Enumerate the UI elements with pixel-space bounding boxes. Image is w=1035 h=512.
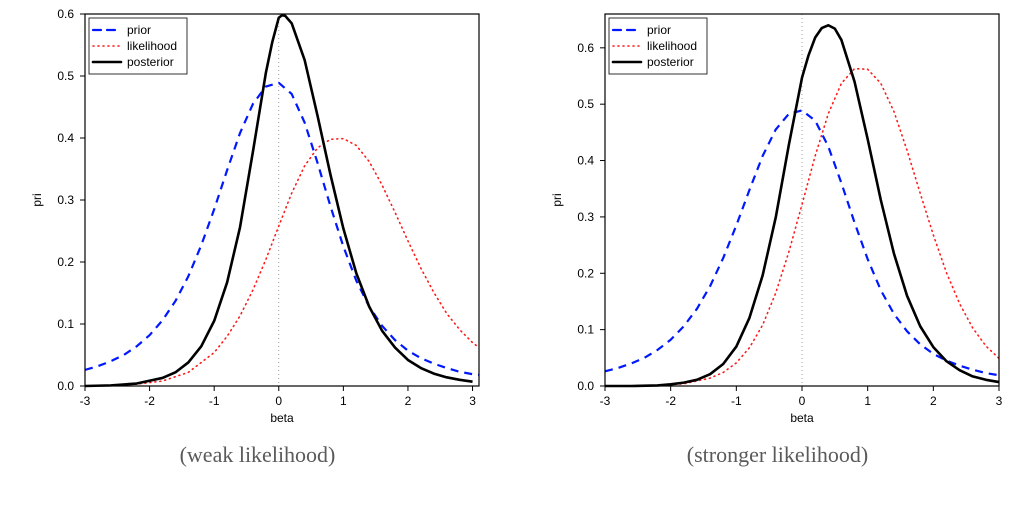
ytick-label: 0.1 — [577, 323, 594, 337]
xtick-label: -2 — [665, 394, 676, 408]
ytick-label: 0.2 — [57, 255, 74, 269]
xtick-label: 0 — [275, 394, 282, 408]
panel-right: -3 -2 -1 0 1 2 3 0.0 0.1 0.2 0.3 0.4 0.5 0.6 beta pri pr… — [543, 0, 1013, 430]
legend-label-prior: prior — [647, 23, 671, 37]
xtick-label: 3 — [995, 394, 1002, 408]
caption-left: (weak likelihood) — [180, 442, 336, 468]
ytick-label: 0.5 — [57, 69, 74, 83]
xtick-label: 2 — [404, 394, 411, 408]
chart-right: -3 -2 -1 0 1 2 3 0.0 0.1 0.2 0.3 0.4 0.5 0.6 beta pri pr… — [543, 0, 1013, 430]
figure: -3 -2 -1 0 1 2 3 0.0 0.1 0.2 0.3 0.4 0.5 0.6 beta pri pr… — [0, 0, 1035, 512]
xtick-label: 0 — [798, 394, 805, 408]
ytick-label: 0.2 — [577, 266, 594, 280]
panel-left-wrap: -3 -2 -1 0 1 2 3 0.0 0.1 0.2 0.3 0.4 0.5 0.6 beta pri pr… — [23, 0, 493, 468]
legend: prior likelihood posterior — [89, 18, 187, 74]
xtick-label: -3 — [599, 394, 610, 408]
legend-label-likelihood: likelihood — [647, 39, 697, 53]
ylabel: pri — [550, 193, 564, 206]
series-posterior — [605, 25, 999, 386]
caption-right: (stronger likelihood) — [687, 442, 868, 468]
legend-label-posterior: posterior — [647, 55, 694, 69]
panel-left: -3 -2 -1 0 1 2 3 0.0 0.1 0.2 0.3 0.4 0.5 0.6 beta pri pr… — [23, 0, 493, 430]
xtick-label: 3 — [469, 394, 476, 408]
ytick-label: 0.3 — [577, 210, 594, 224]
ytick-label: 0.4 — [57, 131, 74, 145]
xlabel: beta — [790, 411, 814, 425]
legend: prior likelihood posterior — [609, 18, 707, 74]
xtick-label: -1 — [208, 394, 219, 408]
chart-left: -3 -2 -1 0 1 2 3 0.0 0.1 0.2 0.3 0.4 0.5 0.6 beta pri pr… — [23, 0, 493, 430]
ytick-label: 0.1 — [57, 317, 74, 331]
ytick-label: 0.6 — [577, 41, 594, 55]
ytick-label: 0.4 — [577, 154, 594, 168]
ytick-label: 0.0 — [577, 379, 594, 393]
legend-label-posterior: posterior — [127, 55, 174, 69]
xtick-label: -1 — [730, 394, 741, 408]
series-prior — [85, 83, 479, 375]
ylabel: pri — [30, 193, 44, 206]
xtick-label: 1 — [864, 394, 871, 408]
xtick-label: -2 — [144, 394, 155, 408]
panel-right-wrap: -3 -2 -1 0 1 2 3 0.0 0.1 0.2 0.3 0.4 0.5 0.6 beta pri pr… — [543, 0, 1013, 468]
series-likelihood — [85, 139, 479, 386]
xtick-label: -3 — [79, 394, 90, 408]
ytick-label: 0.5 — [577, 97, 594, 111]
ytick-label: 0.3 — [57, 193, 74, 207]
xtick-label: 2 — [929, 394, 936, 408]
ytick-label: 0.0 — [57, 379, 74, 393]
legend-label-likelihood: likelihood — [127, 39, 177, 53]
legend-label-prior: prior — [127, 23, 151, 37]
xlabel: beta — [270, 411, 294, 425]
xtick-label: 1 — [340, 394, 347, 408]
ytick-label: 0.6 — [57, 7, 74, 21]
